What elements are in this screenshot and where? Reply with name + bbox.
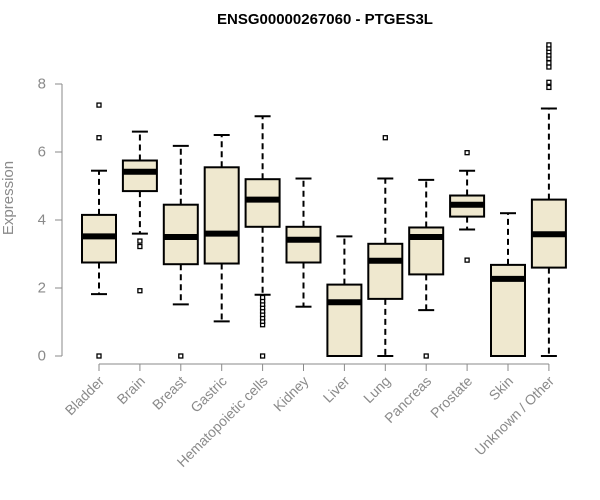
outlier-point [382, 135, 388, 141]
chart-title: ENSG00000267060 - PTGES3L [217, 11, 433, 28]
outlier-point [259, 353, 266, 359]
y-tick-label: 6 [38, 144, 46, 161]
x-tick-label: Liver [320, 373, 353, 406]
box-liver [326, 235, 363, 358]
boxes [81, 42, 567, 359]
x-tick-label: Prostate [427, 373, 475, 421]
box-body [203, 166, 240, 265]
outlier-point [546, 60, 552, 66]
outlier-point [423, 353, 429, 359]
outlier-point [137, 238, 143, 244]
box-lung [367, 135, 404, 357]
y-axis-label: Expression [0, 161, 17, 235]
x-tick-label: Bladder [62, 373, 108, 419]
x-tick-label: Lung [360, 373, 393, 406]
box-body [367, 242, 404, 300]
box-gastric [203, 134, 240, 323]
box-prostate [449, 150, 486, 263]
x-tick-label: Breast [149, 373, 189, 413]
box-body [326, 283, 363, 358]
box-breast [162, 144, 199, 359]
box-bladder [81, 102, 117, 359]
y-tick-label: 8 [38, 76, 46, 93]
x-tick-label: Skin [486, 373, 517, 404]
box-brain [121, 130, 158, 294]
outlier-point [96, 102, 102, 108]
outlier-point [259, 294, 266, 301]
box-body [244, 178, 281, 228]
y-tick-label: 0 [38, 348, 46, 365]
box-skin [490, 212, 526, 358]
x-tick-label: Brain [114, 373, 148, 407]
outlier-point [546, 42, 552, 48]
outlier-point [96, 353, 102, 359]
outlier-point [546, 84, 552, 91]
box-pancreas [408, 178, 445, 359]
box-body [285, 225, 322, 264]
outlier-point [546, 79, 552, 85]
outlier-point [464, 257, 470, 263]
box-unknown-other [530, 42, 567, 357]
outlier-point [464, 150, 470, 156]
y-axis-ticks: 0 2 4 6 8 [38, 76, 62, 365]
outlier-point [96, 135, 102, 141]
box-hematopoietic-cells [244, 115, 281, 359]
y-tick-label: 4 [38, 212, 46, 229]
outlier-point [137, 288, 143, 294]
outlier-point [546, 64, 552, 70]
outlier-point [137, 243, 143, 250]
box-kidney [285, 177, 322, 308]
outlier-point [178, 353, 184, 359]
x-tick-label: Kidney [270, 373, 312, 415]
y-tick-label: 2 [38, 280, 46, 297]
box-body [121, 159, 158, 193]
